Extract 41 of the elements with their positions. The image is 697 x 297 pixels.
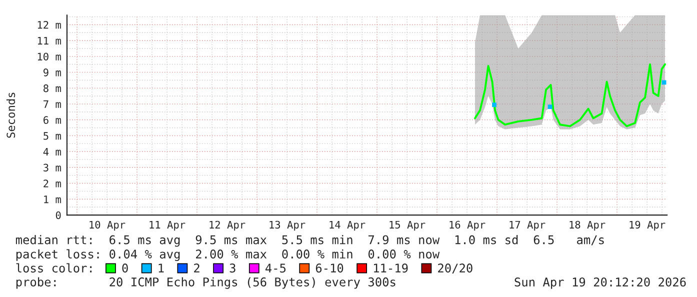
x-tick-label: 10 Apr — [90, 220, 126, 231]
point — [662, 80, 666, 85]
legend-label: 4-5 — [265, 264, 286, 273]
legend-label: 2 — [194, 264, 200, 272]
legend-title: loss color: — [16, 263, 92, 273]
y-tick-label: 5 m — [44, 132, 61, 140]
legend-label: 3 — [230, 264, 236, 273]
point — [548, 104, 552, 110]
x-tick-label: 17 Apr — [510, 220, 546, 231]
x-tick-label: 12 Apr — [210, 220, 246, 231]
y-tick-label: 8 m — [44, 84, 61, 92]
y-tick-label: 11 m — [38, 36, 61, 44]
point — [492, 102, 496, 107]
y-tick-label: 12 m — [38, 20, 61, 29]
legend-label: 11-19 — [374, 264, 408, 273]
x-tick-label: 19 Apr — [630, 220, 666, 231]
text: packet loss: 0.04 % avg 2.00 % max 0.00 % min 0.00 % now — [16, 249, 440, 261]
x-tick-label: 15 Apr — [390, 220, 426, 231]
y-tick-label: 7 m — [44, 100, 61, 108]
x-tick-label: 11 Apr — [150, 220, 186, 231]
x-tick-label: 13 Apr — [270, 220, 306, 231]
y-tick-label: 9 m — [44, 68, 61, 76]
legend-label: 6-10 — [316, 264, 344, 273]
text: median rtt: 6.5 ms avg 9.5 ms max 5.5 ms min 7.9 ms now 1.0 ms sd 6.5 am/s — [16, 235, 604, 247]
y-tick-label: 1 m — [44, 196, 61, 204]
text: probe: 20 ICMP Echo Pings (56 Bytes) every 300s — [16, 277, 396, 289]
x-tick-label: 18 Apr — [570, 220, 606, 231]
y-tick-label: 4 m — [43, 148, 61, 156]
y-axis-title: Seconds — [6, 92, 16, 138]
y-tick-label: 2 m — [44, 180, 61, 188]
x-tick-label: 16 Apr — [450, 220, 486, 231]
x-tick-label: 14 Apr — [330, 220, 366, 231]
y-tick-label: 10 m — [38, 52, 61, 60]
legend-label: 20/20 — [438, 264, 472, 274]
line-series — [474, 63, 666, 128]
y-tick-label: 0 — [56, 211, 61, 220]
y-tick-label: 6 m — [44, 116, 61, 124]
y-tick-label: 3 m — [44, 164, 61, 172]
legend-label: 1 — [158, 264, 164, 272]
text: Sun Apr 19 20:12:20 2026 — [514, 278, 686, 289]
legend-label: 0 — [122, 264, 128, 273]
